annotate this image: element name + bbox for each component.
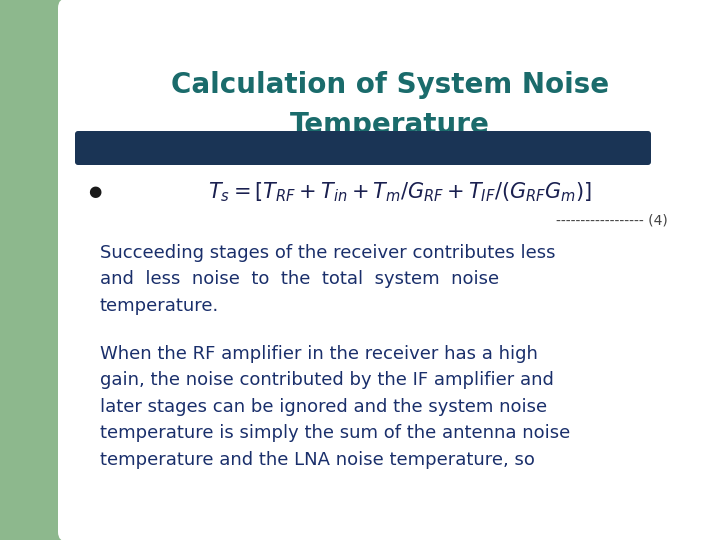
FancyBboxPatch shape	[58, 0, 720, 540]
Text: $T_s = [T_{RF} + T_{in} + T_m/G_{RF} + T_{IF}/(G_{RF}G_m)]$: $T_s = [T_{RF} + T_{in} + T_m/G_{RF} + T…	[208, 180, 592, 204]
Text: Temperature: Temperature	[290, 111, 490, 139]
Text: ●: ●	[89, 185, 102, 199]
Text: Succeeding stages of the receiver contributes less
and  less  noise  to  the  to: Succeeding stages of the receiver contri…	[100, 244, 556, 315]
Bar	[0, 0, 88, 540]
FancyBboxPatch shape	[75, 131, 651, 165]
Text: When the RF amplifier in the receiver has a high
gain, the noise contributed by : When the RF amplifier in the receiver ha…	[100, 345, 570, 469]
Text: ------------------ (4): ------------------ (4)	[557, 213, 668, 227]
Text: Calculation of System Noise: Calculation of System Noise	[171, 71, 609, 99]
